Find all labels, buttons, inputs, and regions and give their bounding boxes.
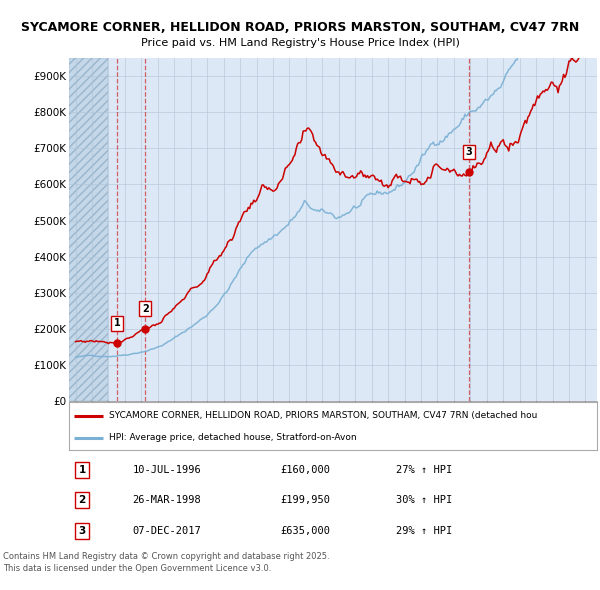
Bar bbox=[69, 58, 109, 401]
Text: 1: 1 bbox=[114, 318, 121, 328]
Text: £199,950: £199,950 bbox=[280, 495, 330, 505]
Text: 26-MAR-1998: 26-MAR-1998 bbox=[133, 495, 201, 505]
Text: Price paid vs. HM Land Registry's House Price Index (HPI): Price paid vs. HM Land Registry's House … bbox=[140, 38, 460, 48]
Text: 07-DEC-2017: 07-DEC-2017 bbox=[133, 526, 201, 536]
Text: SYCAMORE CORNER, HELLIDON ROAD, PRIORS MARSTON, SOUTHAM, CV47 7RN: SYCAMORE CORNER, HELLIDON ROAD, PRIORS M… bbox=[21, 21, 579, 34]
Text: 1: 1 bbox=[79, 465, 86, 474]
Text: £635,000: £635,000 bbox=[280, 526, 330, 536]
Text: £160,000: £160,000 bbox=[280, 465, 330, 474]
Text: 3: 3 bbox=[79, 526, 86, 536]
Text: 29% ↑ HPI: 29% ↑ HPI bbox=[397, 526, 452, 536]
Text: 3: 3 bbox=[466, 147, 473, 157]
Text: 30% ↑ HPI: 30% ↑ HPI bbox=[397, 495, 452, 505]
Text: 2: 2 bbox=[79, 495, 86, 505]
Bar bbox=[69, 58, 109, 401]
Text: 27% ↑ HPI: 27% ↑ HPI bbox=[397, 465, 452, 474]
Text: Contains HM Land Registry data © Crown copyright and database right 2025.
This d: Contains HM Land Registry data © Crown c… bbox=[3, 552, 329, 573]
Text: 2: 2 bbox=[142, 304, 149, 314]
Text: HPI: Average price, detached house, Stratford-on-Avon: HPI: Average price, detached house, Stra… bbox=[109, 433, 356, 442]
Text: SYCAMORE CORNER, HELLIDON ROAD, PRIORS MARSTON, SOUTHAM, CV47 7RN (detached hou: SYCAMORE CORNER, HELLIDON ROAD, PRIORS M… bbox=[109, 411, 537, 420]
Text: 10-JUL-1996: 10-JUL-1996 bbox=[133, 465, 201, 474]
